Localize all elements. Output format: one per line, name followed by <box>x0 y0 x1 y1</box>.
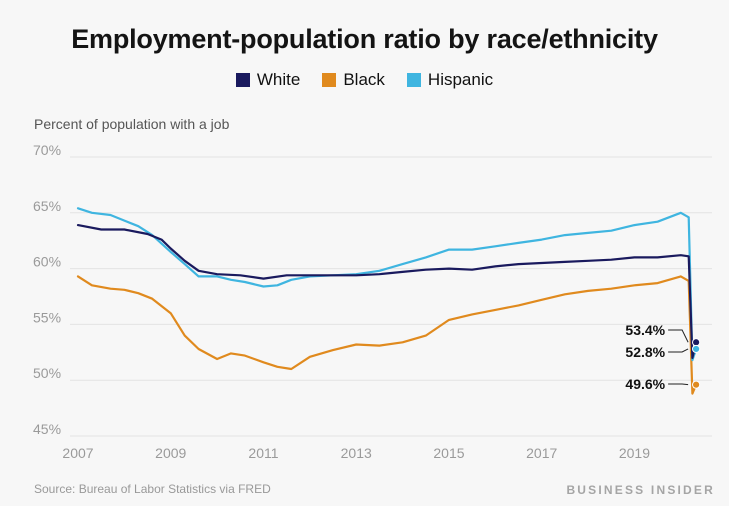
y-tick-label: 65% <box>33 198 61 214</box>
leader-line-white <box>668 329 689 343</box>
x-tick-label: 2011 <box>248 445 278 461</box>
legend-item-white: White <box>235 70 301 90</box>
x-tick-label: 2015 <box>433 445 464 461</box>
x-tick-label: 2017 <box>526 445 557 461</box>
x-tick-label: 2013 <box>341 445 372 461</box>
legend-swatch-black <box>322 73 337 87</box>
end-label-white: 53.4% <box>625 322 665 338</box>
y-tick-label: 50% <box>33 365 61 381</box>
y-tick-label: 55% <box>33 309 61 325</box>
legend-swatch-hispanic <box>406 73 421 87</box>
series-line-black <box>76 275 698 395</box>
chart-legend: White Black Hispanic <box>0 70 729 90</box>
end-marker-white <box>692 338 701 347</box>
x-tick-label: 2019 <box>619 445 650 461</box>
y-tick-label: 70% <box>33 142 61 158</box>
series-line-hispanic <box>76 207 698 362</box>
source-note: Source: Bureau of Labor Statistics via F… <box>34 482 271 496</box>
leader-line-hispanic <box>668 348 689 353</box>
legend-swatch-white <box>235 73 250 87</box>
legend-label-hispanic: Hispanic <box>427 70 494 89</box>
end-marker-black <box>692 380 701 389</box>
legend-label-black: Black <box>343 70 385 89</box>
end-label-hispanic: 52.8% <box>625 344 665 360</box>
end-label-black: 49.6% <box>625 376 665 392</box>
legend-label-white: White <box>256 70 301 89</box>
y-tick-label: 45% <box>33 421 61 437</box>
chart-title: Employment-population ratio by race/ethn… <box>71 24 658 54</box>
leader-line-black <box>668 383 689 386</box>
end-marker-hispanic <box>692 344 701 354</box>
y-tick-label: 60% <box>33 254 61 270</box>
x-tick-label: 2009 <box>155 445 186 461</box>
brand-logo: BUSINESS INSIDER <box>566 483 715 497</box>
legend-item-black: Black <box>322 70 385 90</box>
legend-item-hispanic: Hispanic <box>406 70 494 90</box>
series-line-white <box>76 224 698 359</box>
x-tick-label: 2007 <box>62 445 93 461</box>
y-axis-label: Percent of population with a job <box>34 116 230 132</box>
